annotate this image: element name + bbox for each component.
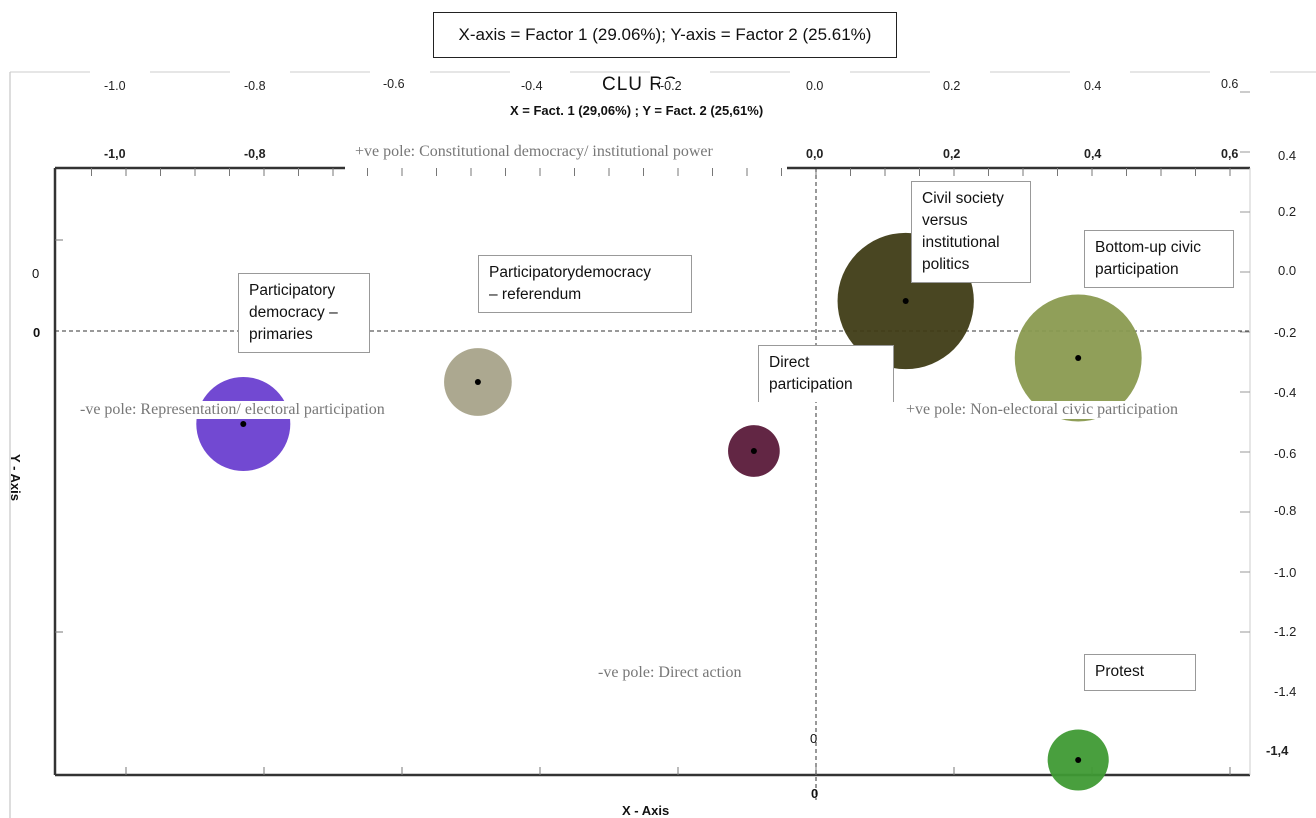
top-tick-label: 0.4 <box>1084 79 1102 93</box>
right-tick-label: -1.4 <box>1274 684 1297 699</box>
top-tick-label: 0.0 <box>806 79 824 93</box>
top-tick-label: -0.4 <box>521 79 543 93</box>
label-direct-participation: Direct participation <box>758 345 894 402</box>
label-participatory-referendum: Participatorydemocracy – referendum <box>478 255 692 313</box>
bubble-center-dot <box>1075 355 1082 361</box>
chart-caption: X-axis = Factor 1 (29.06%); Y-axis = Fac… <box>458 25 872 44</box>
bubble-center-dot <box>240 421 247 427</box>
right-tick-label: -0.2 <box>1274 325 1297 340</box>
right-tick-label: -0.6 <box>1274 446 1297 461</box>
bubble-center-dot <box>750 448 757 454</box>
right-tick-label: 0.2 <box>1278 204 1297 219</box>
right-tick-label: -1.0 <box>1274 565 1297 580</box>
top-tick-label: -1.0 <box>104 79 126 93</box>
top-tick-label: -0.6 <box>383 77 405 91</box>
y-axis-title: Y - Axis <box>7 454 23 501</box>
bubble-center-dot <box>474 379 481 385</box>
inner-tick-label: -1,0 <box>104 147 126 161</box>
pole-right: +ve pole: Non-electoral civic participat… <box>906 401 1179 419</box>
pole-left: -ve pole: Representation/ electoral part… <box>80 401 385 419</box>
label-protest: Protest <box>1084 654 1196 691</box>
top-tick-label: -0.8 <box>244 79 266 93</box>
inner-tick-label: 0,2 <box>943 147 961 161</box>
label-bottom-up: Bottom-up civic participation <box>1084 230 1234 288</box>
right-tick-label: 0.0 <box>1278 263 1297 278</box>
right-tick-label: -0.4 <box>1274 385 1297 400</box>
chart-subtitle: X = Fact. 1 (29,06%) ; Y = Fact. 2 (25,6… <box>510 103 764 118</box>
zero-label: 0 <box>33 325 41 340</box>
inner-tick-label: 0,0 <box>806 147 824 161</box>
pole-top: +ve pole: Constitutional democracy/ inst… <box>355 143 713 161</box>
x-axis-title: X - Axis <box>622 803 670 818</box>
zero-label: 0 <box>811 786 819 801</box>
zero-label: 0 <box>810 731 818 746</box>
right-tick-label: -0.8 <box>1274 503 1297 518</box>
right-tick-label: -1,4 <box>1266 743 1289 758</box>
top-tick-label: -0.2 <box>660 79 682 93</box>
chart-caption-box: X-axis = Factor 1 (29.06%); Y-axis = Fac… <box>433 12 897 58</box>
top-tick-label: 0.2 <box>943 79 961 93</box>
label-participatory-primaries: Participatory democracy – primaries <box>238 273 370 353</box>
bubble-center-dot <box>1075 757 1082 763</box>
label-civil-society: Civil society versus institutional polit… <box>911 181 1031 283</box>
right-tick-label: 0.4 <box>1278 148 1297 163</box>
bubbles-layer <box>196 232 1142 791</box>
right-tick-label: -1.2 <box>1274 624 1297 639</box>
pole-bottom: -ve pole: Direct action <box>598 664 742 682</box>
bubble-center-dot <box>902 298 909 304</box>
top-tick-label: 0.6 <box>1221 77 1239 91</box>
inner-tick-label: -0,8 <box>244 147 266 161</box>
inner-tick-label: 0,4 <box>1084 147 1102 161</box>
inner-tick-label: 0,6 <box>1221 147 1239 161</box>
zero-label: 0 <box>32 266 40 281</box>
